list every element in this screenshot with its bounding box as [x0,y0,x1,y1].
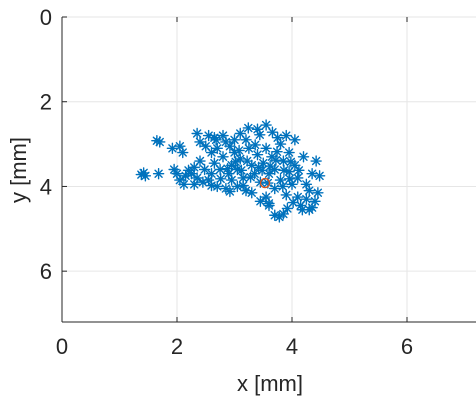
data-point [191,127,203,140]
data-point [235,164,248,177]
tick-labels: 0 2 4 6 0 2 4 6 [40,5,413,359]
data-point [280,129,292,142]
data-point [254,129,266,141]
data-point [244,171,257,183]
data-point [277,208,290,220]
data-point [254,195,267,207]
data-point [281,202,294,215]
data-point [285,156,297,168]
x-axis-label: x [mm] [237,371,303,396]
data-point [214,163,226,176]
data-point [188,178,200,191]
data-point [263,197,275,210]
y-tick-label: 6 [40,259,52,284]
data-point [154,136,166,148]
data-point [166,142,179,155]
data-point [202,129,215,142]
data-point [194,136,206,148]
data-point [185,168,198,180]
x-tick-label: 2 [171,334,183,359]
data-point [289,134,301,146]
data-point [217,151,229,163]
data-point [269,182,281,195]
data-point [194,155,206,167]
data-point [233,144,245,157]
data-point [241,155,253,167]
data-point [211,142,223,155]
y-tick-label: 0 [40,5,52,30]
data-point [277,155,290,167]
data-point [274,138,287,150]
data-point [312,187,324,199]
data-point [313,170,326,182]
data-point [224,140,236,152]
data-point [278,164,290,177]
x-tick-label: 4 [286,334,298,359]
data-point [277,180,289,193]
y-tick-label: 4 [40,174,52,199]
data-point [292,172,304,184]
data-point [271,146,283,158]
data-point [306,201,318,214]
data-point [231,180,244,193]
data-point [205,179,218,192]
data-point [240,134,252,146]
data-point [251,148,264,161]
data-point [217,129,229,142]
data-point [260,119,272,131]
data-point [300,193,313,205]
data-point [137,167,150,179]
data-point [229,156,242,168]
data-point [205,146,218,159]
grid [61,16,476,322]
y-axis-label: y [mm] [6,137,31,203]
data-point [280,189,292,201]
y-tick-label: 2 [40,90,52,115]
data-point [297,151,310,163]
reference-point [259,177,271,189]
data-point [205,168,218,180]
data-point [306,168,318,180]
data-points [135,119,326,223]
data-point [270,154,282,166]
data-point [263,168,275,180]
data-point [249,139,261,151]
data-point [224,185,236,198]
data-point [214,173,227,185]
data-point [178,178,190,191]
data-point [210,134,222,146]
x-tick-label: 0 [56,334,68,359]
data-point [221,162,234,175]
x-tick-label: 6 [401,334,413,359]
data-point [284,173,296,185]
data-point [198,163,211,176]
data-point [246,187,258,199]
data-point [260,142,272,155]
data-point [283,146,295,159]
data-point [296,204,309,216]
data-point [293,164,305,177]
data-point [266,126,279,138]
data-point [303,184,315,197]
data-point [310,155,322,167]
axes [61,16,476,323]
data-point [242,122,255,134]
data-point [177,146,189,159]
data-point [252,161,265,174]
data-point [237,179,249,192]
data-point [152,168,165,180]
